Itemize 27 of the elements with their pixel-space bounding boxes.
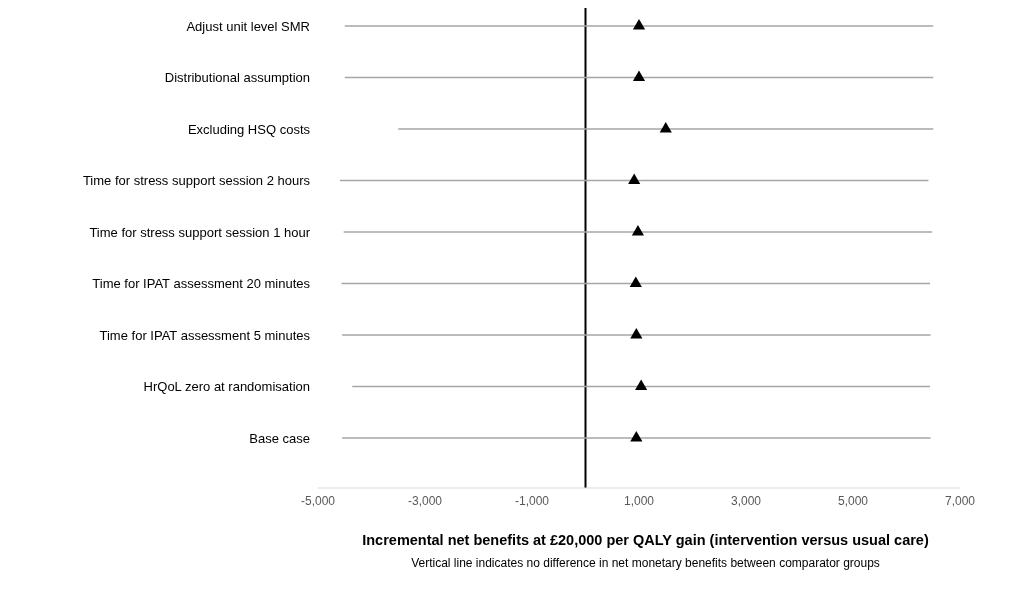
point bbox=[630, 328, 643, 339]
x-axis-title: Incremental net benefits at £20,000 per QALY gain (intervention versus usual care) bbox=[361, 532, 930, 548]
x-tick-label: 7,000 bbox=[944, 493, 976, 508]
y-tick-label: Base case bbox=[249, 430, 310, 446]
point bbox=[630, 431, 643, 442]
text: Vertical line indicates no difference in net monetary benefits between comparator groups bbox=[410, 556, 881, 570]
x-tick-label: -3,000 bbox=[407, 493, 443, 508]
y-tick-label: Time for IPAT assessment 20 minutes bbox=[92, 276, 311, 292]
y-tick-label: Excluding HSQ costs bbox=[187, 121, 311, 137]
x-tick-label: -5,000 bbox=[300, 493, 336, 508]
y-tick-label: Time for stress support session 2 hours bbox=[82, 173, 311, 189]
x-tick-label: 3,000 bbox=[730, 493, 762, 508]
point bbox=[629, 276, 642, 288]
y-tick-label: Time for IPAT assessment 5 minutes bbox=[99, 327, 311, 343]
y-tick-label: Distributional assumption bbox=[164, 70, 310, 86]
point bbox=[635, 379, 648, 391]
y-tick-label: Adjust unit level SMR bbox=[186, 18, 310, 34]
point bbox=[659, 122, 672, 133]
point bbox=[628, 173, 641, 185]
x-tick-label: 5,000 bbox=[837, 493, 869, 508]
point bbox=[632, 19, 646, 30]
point bbox=[632, 70, 646, 82]
point bbox=[631, 225, 645, 236]
y-tick-label: Time for stress support session 1 hour bbox=[89, 224, 311, 240]
x-tick-label: -1,000 bbox=[514, 493, 550, 508]
y-tick-label: HrQoL zero at randomisation bbox=[143, 379, 310, 395]
x-tick-label: 1,000 bbox=[623, 493, 655, 508]
